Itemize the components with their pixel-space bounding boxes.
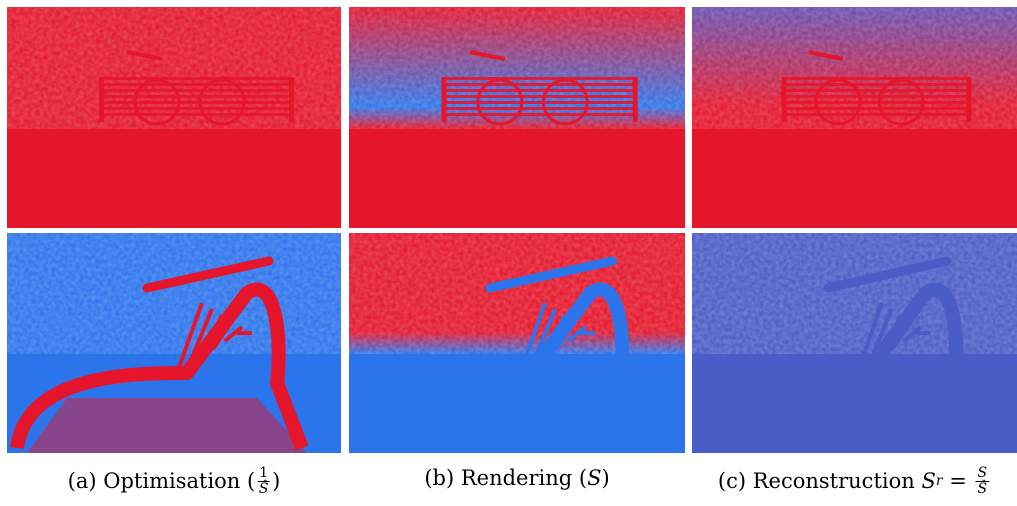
image-panel	[692, 233, 1017, 453]
bench-slat	[784, 107, 969, 110]
denominator: Ŝ	[259, 482, 269, 497]
bench-slat	[102, 113, 292, 116]
caption: (b) Rendering (S)	[424, 466, 609, 490]
caption-text: =	[943, 469, 974, 493]
bench-slat	[102, 95, 292, 98]
bench-leg	[966, 77, 971, 122]
bench-leg	[442, 77, 447, 122]
image-texture	[692, 233, 1017, 354]
numerator: S	[975, 466, 989, 482]
bench-leg	[99, 77, 104, 122]
bench-slat	[784, 77, 969, 80]
image-grid	[0, 0, 1017, 460]
math-subscript: r	[936, 473, 943, 489]
bench-slat	[102, 101, 292, 104]
caption-text: (c) Reconstruction	[718, 469, 922, 493]
bench-slat	[102, 89, 292, 92]
bench-slat	[445, 77, 636, 80]
bench-leg	[289, 77, 294, 122]
bench-slat	[784, 95, 969, 98]
caption-text: )	[601, 466, 609, 490]
bench-slat	[445, 101, 636, 104]
math-symbol: S	[921, 469, 935, 493]
bench-slat	[784, 101, 969, 104]
image-panel	[349, 7, 685, 228]
image-panel	[349, 233, 685, 453]
caption-text: (b) Rendering (	[424, 466, 587, 490]
bench-slat	[102, 83, 292, 86]
math-symbol: S	[587, 466, 601, 490]
numerator: 1	[257, 466, 270, 482]
figure: (a) Optimisation (1Ŝ)(b) Rendering (S)(c…	[0, 0, 1017, 506]
image-panel	[7, 233, 341, 453]
caption-text: (a) Optimisation (	[68, 469, 256, 493]
bench-slat	[445, 95, 636, 98]
bench-slat	[784, 89, 969, 92]
bench-slat	[445, 89, 636, 92]
bench-slat	[445, 83, 636, 86]
image-panel	[692, 7, 1017, 228]
bench-slat	[445, 113, 636, 116]
image-texture	[349, 233, 685, 354]
denominator: Ŝ	[977, 482, 987, 497]
caption-text: )	[272, 469, 280, 493]
bench-leg	[633, 77, 638, 122]
bench-slat	[784, 113, 969, 116]
bench-slat	[102, 77, 292, 80]
bench-slat	[784, 83, 969, 86]
bench-leg	[782, 77, 787, 122]
image-panel	[7, 7, 341, 228]
bench-slat	[445, 107, 636, 110]
bench-slat	[102, 107, 292, 110]
image-texture	[7, 233, 341, 354]
